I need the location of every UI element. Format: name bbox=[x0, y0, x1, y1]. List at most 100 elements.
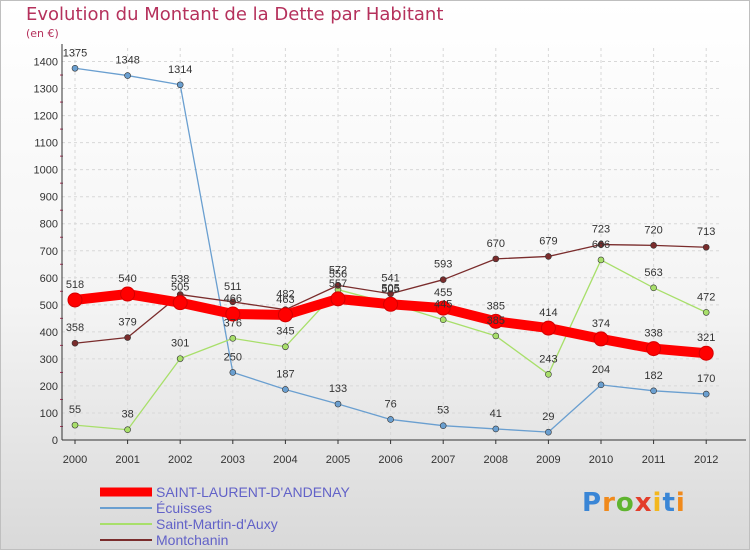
y-tick-label: 700 bbox=[40, 246, 58, 258]
data-label-ecuisses: 204 bbox=[592, 364, 610, 376]
logo-letter: i bbox=[675, 488, 686, 518]
logo-letter: x bbox=[634, 488, 653, 518]
data-label-montchanin: 511 bbox=[224, 281, 242, 293]
data-point-ecuisses bbox=[702, 390, 710, 398]
data-label-saint-laurent: 540 bbox=[118, 273, 136, 285]
data-label-saint-martin: 505 bbox=[381, 282, 399, 294]
data-point-saint-martin bbox=[71, 421, 79, 429]
logo-letter: o bbox=[615, 488, 635, 518]
data-label-montchanin: 358 bbox=[66, 322, 84, 334]
data-point-ecuisses bbox=[545, 428, 552, 436]
data-label-saint-laurent: 463 bbox=[276, 294, 294, 306]
legend-label: Montchanin bbox=[156, 532, 229, 548]
y-tick-label: 800 bbox=[40, 219, 58, 231]
data-label-saint-martin: 385 bbox=[487, 315, 505, 327]
data-label-ecuisses: 41 bbox=[490, 408, 502, 420]
data-label-ecuisses: 1348 bbox=[115, 55, 139, 67]
data-point-saint-martin bbox=[545, 371, 552, 378]
data-point-saint-laurent bbox=[488, 313, 504, 329]
logo-letter: t bbox=[662, 488, 676, 518]
data-point-saint-martin bbox=[282, 343, 289, 351]
data-label-saint-laurent: 455 bbox=[434, 287, 452, 299]
data-label-ecuisses: 187 bbox=[276, 368, 294, 380]
data-label-saint-laurent: 518 bbox=[66, 279, 84, 291]
data-label-saint-laurent: 557 bbox=[329, 278, 347, 290]
y-tick-label: 300 bbox=[40, 354, 58, 366]
data-label-montchanin: 482 bbox=[276, 289, 294, 301]
logo-letter: r bbox=[602, 488, 616, 518]
data-label-montchanin: 679 bbox=[539, 235, 557, 247]
legend-swatch-saint-laurent bbox=[100, 487, 152, 497]
data-point-ecuisses bbox=[650, 387, 657, 395]
x-tick-label: 2011 bbox=[642, 454, 666, 466]
y-tick-label: 100 bbox=[40, 408, 58, 420]
data-label-ecuisses: 182 bbox=[644, 370, 662, 382]
x-tick-label: 2005 bbox=[326, 454, 350, 466]
data-label-ecuisses: 1375 bbox=[63, 47, 87, 59]
data-point-ecuisses bbox=[124, 72, 131, 79]
data-point-ecuisses bbox=[492, 425, 500, 433]
data-label-montchanin: 572 bbox=[329, 264, 347, 276]
data-label-saint-laurent: 466 bbox=[224, 293, 242, 305]
data-label-saint-laurent: 321 bbox=[697, 332, 715, 344]
y-tick-label: 1000 bbox=[34, 165, 58, 177]
data-point-ecuisses bbox=[176, 81, 184, 89]
data-point-montchanin bbox=[650, 242, 657, 249]
data-point-ecuisses bbox=[282, 386, 289, 393]
logo-letter: i bbox=[652, 488, 663, 518]
data-point-montchanin bbox=[71, 339, 79, 347]
y-tick-label: 900 bbox=[40, 192, 58, 204]
data-label-saint-martin: 55 bbox=[69, 404, 81, 416]
data-label-saint-martin: 38 bbox=[121, 409, 133, 421]
data-point-saint-martin bbox=[650, 284, 657, 292]
data-point-montchanin bbox=[124, 334, 131, 341]
y-tick-label: 600 bbox=[40, 273, 58, 285]
data-point-saint-laurent bbox=[646, 341, 662, 357]
data-label-saint-laurent: 385 bbox=[487, 300, 505, 312]
data-label-montchanin: 713 bbox=[697, 226, 715, 238]
data-point-montchanin bbox=[334, 282, 342, 289]
data-point-montchanin bbox=[545, 253, 552, 260]
data-point-saint-laurent bbox=[698, 345, 714, 361]
data-point-montchanin bbox=[702, 243, 710, 251]
x-tick-label: 2002 bbox=[168, 454, 192, 466]
data-point-montchanin bbox=[439, 276, 447, 283]
data-label-ecuisses: 133 bbox=[329, 383, 347, 395]
data-label-saint-laurent: 374 bbox=[592, 318, 610, 330]
data-label-saint-martin: 345 bbox=[276, 326, 294, 338]
y-tick-label: 1400 bbox=[34, 57, 58, 69]
data-label-saint-martin: 563 bbox=[644, 267, 662, 279]
data-point-saint-laurent bbox=[277, 307, 293, 323]
data-point-saint-martin bbox=[597, 256, 605, 264]
data-label-ecuisses: 76 bbox=[384, 398, 396, 410]
data-label-montchanin: 670 bbox=[487, 238, 505, 250]
data-label-ecuisses: 29 bbox=[542, 411, 554, 423]
x-tick-label: 2004 bbox=[273, 454, 297, 466]
x-tick-label: 2008 bbox=[484, 454, 508, 466]
data-point-ecuisses bbox=[229, 369, 237, 376]
data-point-montchanin bbox=[492, 255, 500, 263]
data-label-saint-laurent: 505 bbox=[381, 283, 399, 295]
y-tick-label: 1100 bbox=[34, 138, 58, 150]
data-label-saint-martin: 472 bbox=[697, 291, 715, 303]
data-label-saint-laurent: 414 bbox=[539, 307, 557, 319]
data-point-saint-martin bbox=[124, 426, 131, 434]
data-point-ecuisses bbox=[597, 381, 605, 389]
data-point-montchanin bbox=[597, 241, 605, 248]
legend-swatch-montchanin bbox=[100, 539, 152, 541]
data-point-ecuisses bbox=[387, 416, 394, 423]
data-point-saint-laurent bbox=[67, 292, 83, 308]
data-point-saint-laurent bbox=[593, 331, 609, 347]
legend-label: SAINT-LAURENT-D'ANDENAY bbox=[156, 484, 350, 500]
data-label-montchanin: 723 bbox=[592, 224, 610, 236]
data-point-saint-martin bbox=[176, 355, 184, 362]
x-tick-label: 2010 bbox=[589, 454, 613, 466]
data-point-saint-martin bbox=[229, 335, 237, 342]
x-tick-label: 2006 bbox=[378, 454, 402, 466]
y-tick-label: 1200 bbox=[34, 111, 58, 123]
data-point-montchanin bbox=[387, 290, 394, 298]
data-point-saint-martin bbox=[439, 316, 447, 323]
data-point-saint-laurent bbox=[172, 295, 188, 311]
